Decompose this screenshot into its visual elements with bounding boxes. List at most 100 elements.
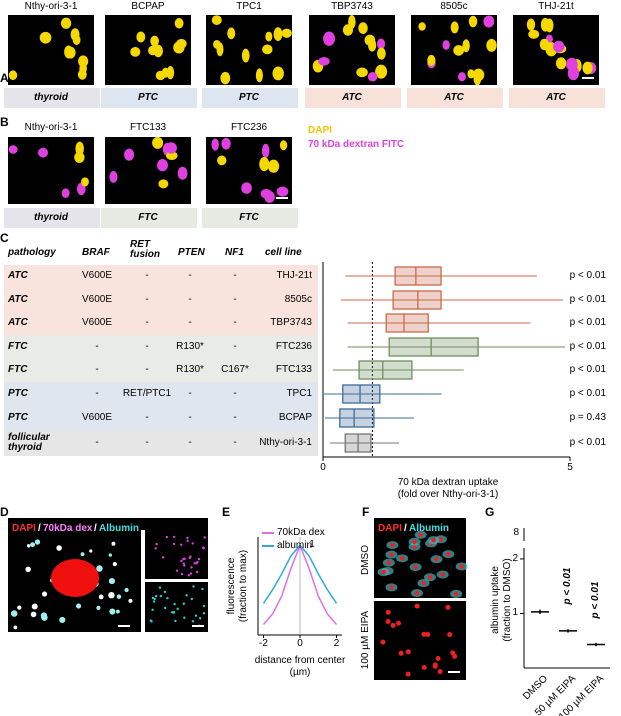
mutation: - — [233, 412, 237, 423]
cell-nucleus — [216, 42, 224, 57]
row-band — [4, 265, 318, 288]
mutation: - — [233, 388, 237, 399]
p-value: p < 0.01 — [569, 437, 606, 448]
cell-nucleus — [458, 72, 466, 82]
cell-nucleus — [342, 24, 354, 36]
cell-line: Nthy-ori-3-1 — [259, 437, 312, 448]
vesicle — [155, 542, 158, 546]
cell-nucleus — [435, 656, 441, 662]
cell-nucleus — [414, 603, 420, 609]
row-band — [4, 358, 318, 382]
cell-nucleus — [176, 38, 187, 49]
pathology: ATC — [8, 270, 28, 281]
cell-line: BCPAP — [278, 412, 312, 423]
vesicle — [203, 536, 206, 539]
vesicle — [182, 602, 186, 605]
cell-line-label: TPC1 — [236, 1, 262, 12]
pathology: FTC — [8, 364, 28, 375]
cell-nucleus — [262, 44, 273, 55]
column-header: PTEN — [178, 247, 205, 258]
group-band — [202, 88, 298, 108]
mutation: - — [145, 364, 149, 375]
cell-nucleus — [390, 622, 396, 628]
vesicle — [30, 542, 36, 548]
column-header: RET fusion — [130, 239, 160, 260]
group-label: PTC — [239, 92, 259, 103]
cell-nucleus — [281, 28, 292, 38]
mutation: - — [145, 437, 149, 448]
x-axis-label: (µm) — [289, 667, 311, 678]
group-band — [4, 208, 100, 228]
cell-nucleus — [255, 68, 263, 83]
cell-nucleus — [447, 632, 453, 638]
cell-nucleus — [267, 159, 280, 173]
cell-nucleus — [450, 650, 456, 656]
cell-nucleus — [450, 21, 459, 34]
mutation: - — [188, 437, 192, 448]
x-tick-label: 2 — [333, 638, 340, 649]
cell-nucleus — [217, 155, 227, 166]
vesicle — [198, 617, 202, 620]
cell-nucleus — [413, 564, 418, 570]
pathology: ATC — [8, 317, 28, 328]
cell-nucleus — [221, 137, 231, 150]
vesicle — [196, 560, 199, 564]
row-band — [4, 382, 318, 406]
image-header: Albumin — [409, 523, 449, 534]
cell-nucleus — [421, 631, 427, 637]
vesicle — [190, 566, 193, 569]
vesicle — [152, 600, 156, 603]
y-tick-label: 8 — [513, 527, 519, 538]
y-tick-label: 1 — [512, 607, 518, 619]
condition-label: 100 µM EIPA — [360, 610, 371, 670]
image-header: 70kDa dex — [43, 523, 93, 534]
legend-entry: 70kDa dex — [277, 527, 325, 538]
cell-nucleus — [276, 186, 289, 197]
vesicle — [165, 535, 169, 539]
cell-nucleus — [220, 71, 231, 85]
cell-nucleus — [158, 179, 169, 189]
cell-nucleus — [381, 569, 386, 575]
vesicle — [13, 625, 18, 630]
p-value: p < 0.01 — [569, 317, 606, 328]
cell-nucleus — [377, 47, 386, 60]
vesicle — [31, 603, 38, 610]
vesicle — [172, 542, 176, 546]
column-header: BRAF — [82, 247, 110, 258]
cell-line-label: Nthy-ori-3-1 — [24, 122, 78, 133]
cell-nucleus — [390, 542, 395, 548]
group-band — [509, 88, 605, 108]
cell-line: TPC1 — [286, 388, 312, 399]
cell-nucleus — [459, 564, 464, 569]
cell-nucleus — [279, 140, 288, 151]
vesicle — [108, 591, 115, 599]
profile-line — [262, 544, 338, 604]
x-tick-label: 0 — [320, 462, 326, 473]
p-value: p < 0.01 — [569, 388, 606, 399]
x-axis-label: (fold over Nthy-ori-3-1) — [397, 489, 499, 500]
cell-nucleus — [124, 148, 135, 161]
cell-nucleus — [442, 40, 450, 50]
vesicle — [202, 547, 205, 550]
pathology: PTC — [8, 388, 28, 399]
cell-nucleus — [432, 663, 438, 669]
cell-nucleus — [453, 45, 465, 56]
box — [342, 384, 381, 404]
mutation: V600E — [81, 317, 113, 328]
cell-nucleus — [211, 15, 222, 25]
vesicle — [115, 609, 120, 614]
vesicle — [180, 572, 184, 576]
panel-divider — [145, 579, 208, 582]
cell-nucleus — [78, 55, 89, 68]
cell-nucleus — [389, 585, 394, 590]
vesicle — [174, 619, 177, 623]
vesicle — [80, 552, 85, 557]
cell-nucleus — [77, 69, 87, 80]
vesicle — [25, 566, 31, 573]
x-axis-label: 70 kDa dextran uptake — [397, 477, 499, 488]
panel-label: D — [0, 505, 9, 519]
panel-label: B — [0, 115, 9, 129]
cell-nucleus — [405, 649, 411, 655]
cell-nucleus — [166, 151, 178, 161]
column-header: cell line — [265, 247, 302, 258]
